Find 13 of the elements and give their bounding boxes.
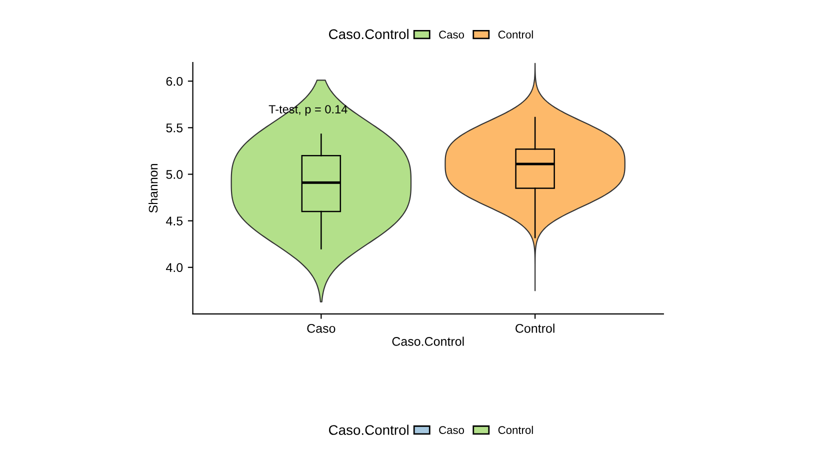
y-tick-label: 4.0 xyxy=(166,263,183,272)
y-tick-label: 5.0 xyxy=(166,170,183,179)
legend-title: Caso.Control xyxy=(328,424,408,435)
legend-label: Control xyxy=(498,426,533,434)
x-axis-title: Caso.Control xyxy=(392,336,464,346)
legend-title: Caso.Control xyxy=(328,28,408,40)
y-tick-label: 5.5 xyxy=(166,124,183,132)
legend-label: Caso xyxy=(439,30,464,39)
y-axis-title: Shannon xyxy=(148,164,158,213)
y-tick-label: 4.5 xyxy=(166,216,183,226)
y-tick-label: 6.0 xyxy=(166,76,183,86)
legend-label: Control xyxy=(498,30,533,39)
legend-label: Caso xyxy=(439,426,464,434)
